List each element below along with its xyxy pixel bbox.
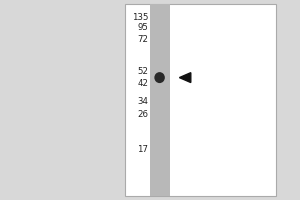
Polygon shape	[179, 73, 191, 83]
Text: 26: 26	[137, 110, 148, 119]
Bar	[150, 4, 170, 196]
Text: 135: 135	[132, 12, 148, 21]
Text: 95: 95	[138, 22, 148, 31]
Text: 52: 52	[137, 66, 148, 75]
Text: 17: 17	[137, 144, 148, 154]
Text: 72: 72	[137, 34, 148, 44]
Text: 42: 42	[137, 78, 148, 88]
Bar	[124, 4, 276, 196]
Ellipse shape	[154, 72, 165, 83]
Text: 34: 34	[137, 97, 148, 106]
